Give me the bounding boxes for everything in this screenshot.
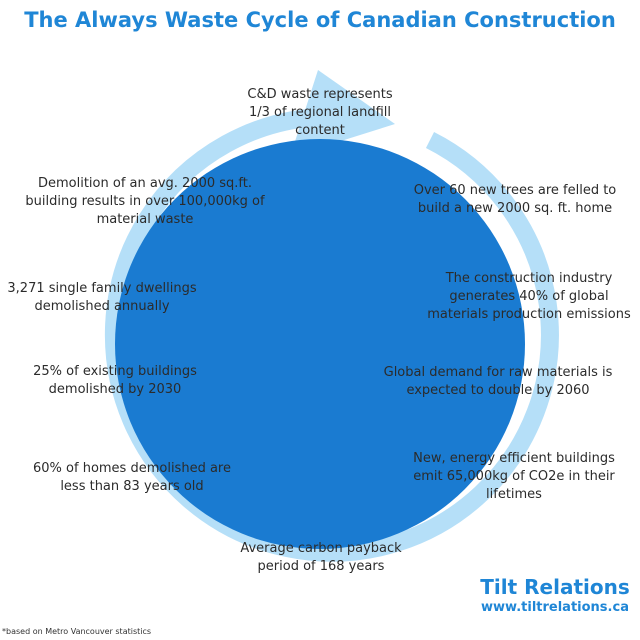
- brand-name: Tilt Relations: [480, 575, 630, 599]
- step-carbon-payback: Average carbon payback period of 168 yea…: [240, 541, 402, 574]
- step-trees: Over 60 new trees are felled to build a …: [413, 183, 617, 216]
- step-demolished-2030: 25% of existing buildings demolished by …: [33, 364, 197, 397]
- step-homes-age: 60% of homes demolished are less than 83…: [33, 461, 231, 494]
- step-landfill: C&D waste represents 1/3 of regional lan…: [247, 87, 393, 138]
- center-circle: [115, 139, 525, 549]
- step-raw-materials: Global demand for raw materials is expec…: [383, 365, 613, 398]
- cycle-ring: [104, 108, 559, 562]
- cycle-arrowhead: [290, 70, 395, 157]
- brand-url[interactable]: www.tiltrelations.ca: [481, 600, 629, 615]
- brand-block: Tilt Relations www.tiltrelations.ca: [470, 575, 640, 617]
- step-new-buildings: New, energy efficient buildings emit 65,…: [413, 451, 615, 502]
- step-dwellings-demolished: 3,271 single family dwellings demolished…: [7, 281, 197, 314]
- page-title: The Always Waste Cycle of Canadian Const…: [24, 8, 616, 32]
- step-emissions: The construction industry generates 40% …: [427, 271, 631, 322]
- footnote: *based on Metro Vancouver statistics: [2, 627, 152, 636]
- step-demolition-waste: Demolition of an avg. 2000 sq.ft. buildi…: [25, 176, 265, 227]
